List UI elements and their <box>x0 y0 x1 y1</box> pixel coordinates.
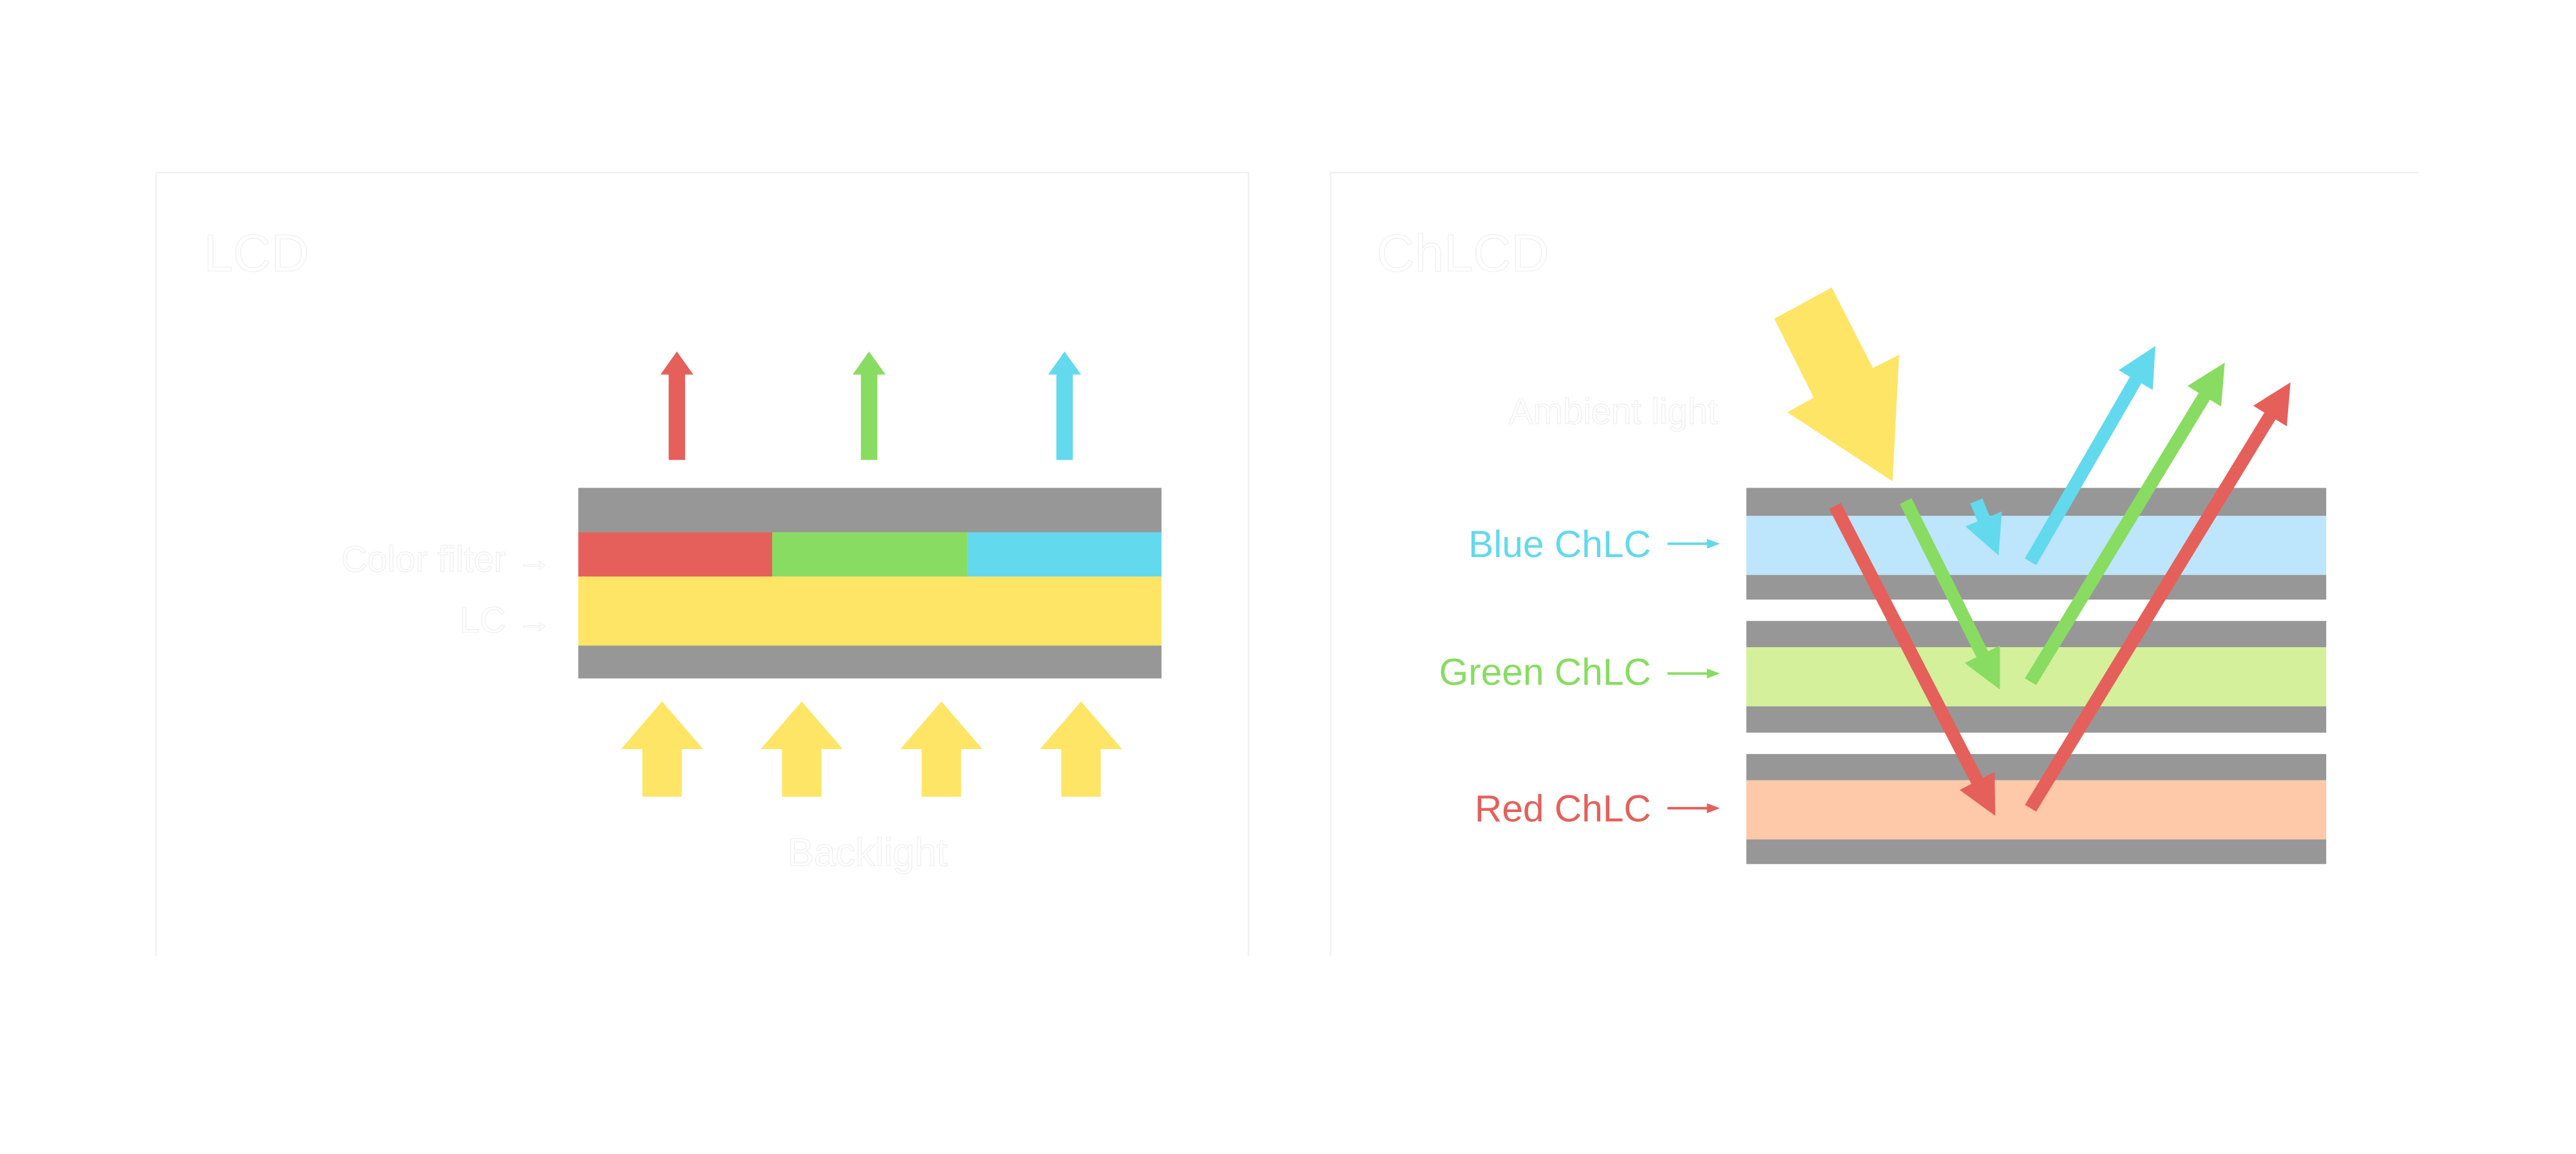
lc-layer <box>578 576 1162 646</box>
green-chlc-label: Green ChLC <box>1439 652 1651 694</box>
cyan-filter <box>967 532 1162 577</box>
backlight-arrow-icon <box>761 701 843 797</box>
layer-labels: Blue ChLC Green ChLC Red ChLC <box>1439 524 1720 829</box>
lcd-title: LCD <box>204 224 308 283</box>
top-glass-layer <box>578 487 1162 533</box>
green-incident-arrow <box>1900 498 2000 690</box>
red-reflected-arrow <box>2025 382 2291 812</box>
lc-label: LC → <box>460 600 552 640</box>
red-output-arrow <box>660 351 694 460</box>
red-filter <box>578 532 773 577</box>
green-filter <box>772 532 968 577</box>
cyan-incident-arrow <box>1965 498 2002 556</box>
chlcd-panel: ChLCD Ambient light Blue ChLC G <box>1330 171 2419 956</box>
blue-chlc-label: Blue ChLC <box>1468 524 1651 565</box>
bottom-glass-layer <box>578 645 1162 679</box>
green-reflected-arrow <box>2025 363 2225 685</box>
ambient-light-arrow-icon <box>1774 287 1899 482</box>
green-output-arrow <box>853 351 886 460</box>
backlight-arrow-icon <box>621 701 703 797</box>
red-chlc-label: Red ChLC <box>1475 788 1651 829</box>
chlcd-title: ChLCD <box>1377 224 1549 283</box>
chlcd-panel-border <box>1330 171 2419 956</box>
output-arrows <box>660 351 1081 460</box>
red-incident-arrow <box>1829 502 1996 816</box>
cyan-output-arrow <box>1048 351 1081 460</box>
lcd-panel: LCD Color filter → LC → Backlight <box>155 171 1250 956</box>
lcd-panel-border <box>155 171 1250 956</box>
backlight-arrow-icon <box>900 701 983 797</box>
cyan-reflected-arrow <box>2025 346 2155 565</box>
backlight-arrows <box>621 701 1122 797</box>
color-filter-label: Color filter → <box>341 539 552 580</box>
lcd-stack <box>578 487 1162 679</box>
backlight-arrow-icon <box>1039 701 1122 797</box>
backlight-label: Backlight <box>788 830 947 874</box>
reflection-arrows <box>1829 346 2291 816</box>
ambient-light-label: Ambient light <box>1509 391 1718 431</box>
